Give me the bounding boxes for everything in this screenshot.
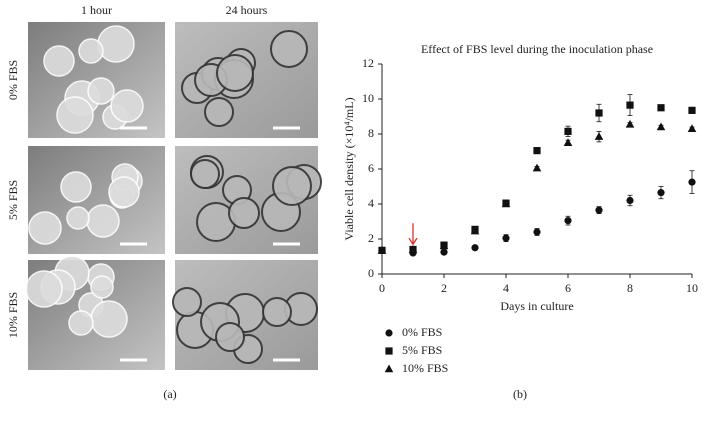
x-tick-label: 6 [565, 281, 571, 295]
row-label: 0% FBS [6, 60, 20, 100]
marker [564, 217, 572, 225]
annotation-arrowhead [408, 237, 418, 246]
row-label: 5% FBS [6, 180, 20, 220]
marker [501, 199, 511, 208]
marker [657, 104, 665, 112]
marker [532, 163, 542, 172]
cell [172, 287, 202, 317]
cell [110, 89, 144, 123]
marker [563, 138, 573, 147]
cell [68, 310, 94, 336]
cell [28, 211, 62, 245]
cell [78, 38, 104, 64]
marker [470, 226, 480, 235]
cell [204, 97, 234, 127]
marker [408, 245, 418, 253]
marker [533, 147, 541, 155]
x-axis-label: Days in culture [500, 299, 573, 313]
marker [471, 244, 479, 252]
marker [688, 178, 696, 186]
marker [656, 122, 666, 131]
cell [228, 197, 260, 229]
legend-label: 5% FBS [402, 343, 442, 357]
cell [86, 204, 120, 238]
marker [564, 127, 572, 135]
cell [87, 77, 115, 105]
cell [43, 45, 75, 77]
legend-label: 0% FBS [402, 325, 442, 339]
marker [626, 101, 634, 109]
cell [56, 96, 94, 134]
column-label: 24 hours [226, 3, 268, 17]
x-tick-label: 4 [503, 281, 509, 295]
cell [25, 270, 63, 308]
cell [90, 300, 128, 338]
marker [688, 106, 696, 114]
cell [108, 176, 140, 208]
cell [262, 297, 292, 327]
panel-label: (a) [163, 387, 176, 401]
cell [66, 206, 90, 230]
y-axis-label: Viable cell density (×10⁴/mL) [342, 97, 356, 240]
cell [270, 30, 308, 68]
cell [272, 166, 312, 206]
marker [384, 364, 394, 373]
marker [439, 241, 449, 250]
marker [502, 234, 510, 242]
marker [440, 248, 448, 256]
y-tick-label: 10 [362, 91, 374, 105]
panel-b: Effect of FBS level during the inoculati… [342, 42, 698, 401]
cell [215, 322, 245, 352]
x-tick-label: 10 [686, 281, 698, 295]
y-tick-label: 0 [368, 266, 374, 280]
marker [385, 347, 393, 355]
y-tick-label: 12 [362, 56, 374, 70]
marker [533, 228, 541, 236]
cell [90, 275, 114, 299]
cell [60, 171, 92, 203]
marker [595, 206, 603, 214]
row-label: 10% FBS [6, 292, 20, 338]
cell [190, 159, 220, 189]
panel-a: 1 hour 24 hours 0% FBS 5% FBS 10% FBS (a) [6, 3, 322, 401]
y-tick-label: 6 [368, 161, 374, 175]
marker [625, 119, 635, 128]
marker [657, 189, 665, 197]
cell [97, 25, 135, 63]
marker [626, 196, 634, 205]
cell [216, 54, 254, 92]
x-tick-label: 0 [379, 281, 385, 295]
y-tick-label: 4 [368, 196, 374, 210]
x-tick-label: 8 [627, 281, 633, 295]
column-label: 1 hour [81, 3, 112, 17]
marker [687, 124, 697, 133]
x-tick-label: 2 [441, 281, 447, 295]
chart-title: Effect of FBS level during the inoculati… [421, 42, 653, 56]
y-tick-label: 2 [368, 231, 374, 245]
legend-label: 10% FBS [402, 361, 448, 375]
panel-label: (b) [513, 387, 527, 401]
marker [594, 132, 604, 140]
y-tick-label: 8 [368, 126, 374, 140]
marker [377, 245, 387, 254]
marker [385, 329, 393, 337]
marker [595, 109, 603, 117]
